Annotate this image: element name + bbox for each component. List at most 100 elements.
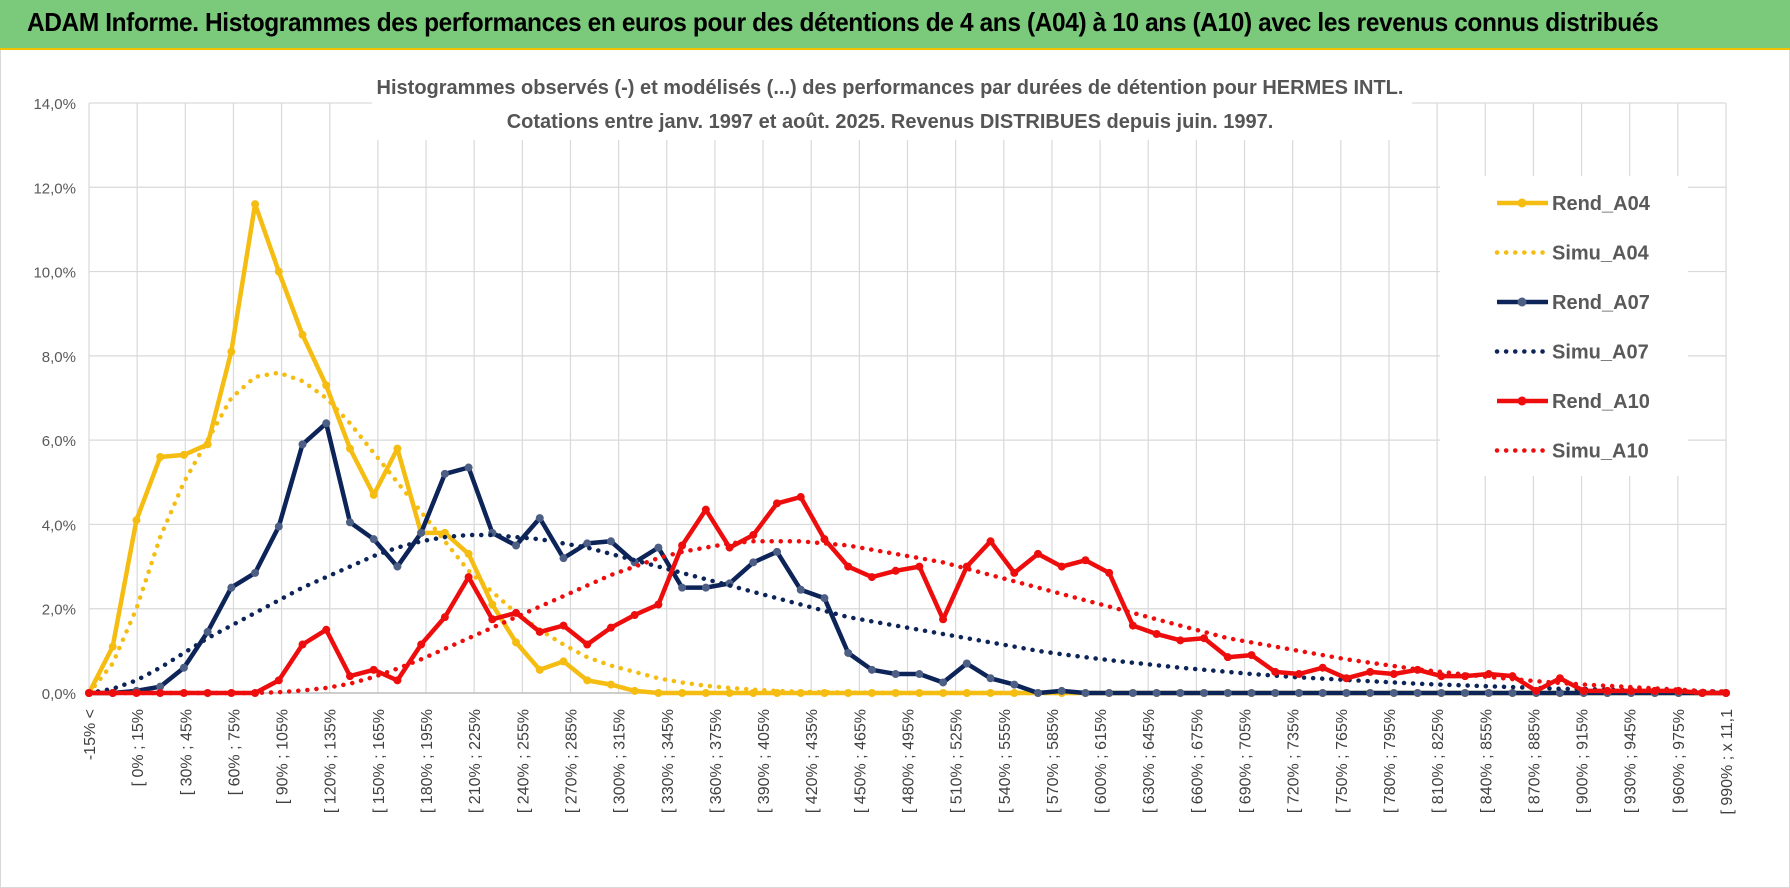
report-header: ADAM Informe. Histogrammes des performan… [0, 0, 1790, 50]
data-point-rend-a07 [156, 682, 165, 691]
data-point-rend-a10 [1271, 667, 1280, 676]
x-tick-label: [ 690% ; 705% [1238, 709, 1255, 813]
data-point-rend-a10 [1128, 621, 1137, 630]
data-point-rend-a07 [298, 440, 307, 449]
x-tick-label: [ 120% ; 135% [323, 709, 340, 813]
data-point-rend-a07 [1413, 689, 1422, 697]
data-point-rend-a07 [939, 678, 948, 687]
x-tick-label: [ 930% ; 945% [1623, 709, 1640, 813]
data-point-rend-a10 [1176, 636, 1185, 645]
data-point-rend-a04 [583, 676, 592, 685]
data-point-rend-a10 [464, 573, 473, 582]
data-point-rend-a10 [891, 566, 900, 575]
data-point-rend-a04 [345, 444, 354, 453]
data-point-rend-a04 [701, 689, 710, 697]
x-tick-label: [ 720% ; 735% [1286, 709, 1303, 813]
data-point-rend-a07 [583, 539, 592, 548]
data-point-rend-a07 [203, 627, 212, 636]
data-point-rend-a07 [1366, 689, 1375, 697]
x-tick-label: [ 960% ; 975% [1671, 709, 1688, 813]
data-point-rend-a10 [369, 665, 378, 674]
data-point-rend-a10 [1294, 670, 1303, 679]
data-point-rend-a04 [298, 330, 307, 339]
y-tick-label: 10,0% [33, 265, 76, 282]
y-tick-label: 4,0% [42, 517, 76, 534]
data-point-rend-a07 [1033, 689, 1042, 697]
x-tick-label: [ 660% ; 675% [1189, 709, 1206, 813]
data-point-rend-a10 [1603, 686, 1612, 695]
legend-label-rend-a10: Rend_A10 [1552, 391, 1650, 413]
data-point-rend-a04 [1010, 689, 1019, 697]
data-point-rend-a04 [939, 689, 948, 697]
data-point-rend-a10 [701, 505, 710, 514]
data-point-rend-a10 [1081, 556, 1090, 565]
data-point-rend-a04 [891, 689, 900, 697]
data-point-rend-a10 [393, 676, 402, 685]
chart-title-line-1: Histogrammes observés (-) et modélisés (… [377, 77, 1404, 99]
data-point-rend-a07 [369, 535, 378, 544]
data-point-rend-a10 [867, 573, 876, 582]
x-tick-label: [ 240% ; 255% [515, 709, 532, 813]
chart-title-line-2: Cotations entre janv. 1997 et août. 2025… [507, 111, 1274, 133]
data-point-rend-a04 [488, 600, 497, 609]
chart-title: Histogrammes observés (-) et modélisés (… [372, 66, 1412, 140]
y-tick-label: 2,0% [42, 602, 76, 619]
data-point-rend-a10 [1223, 653, 1232, 662]
data-point-rend-a10 [1366, 667, 1375, 676]
data-point-rend-a10 [583, 640, 592, 649]
x-tick-label: [ 60% ; 75% [226, 709, 243, 795]
data-point-rend-a07 [1105, 689, 1114, 697]
data-point-rend-a07 [464, 463, 473, 472]
data-point-rend-a07 [1342, 689, 1351, 697]
legend-marker-rend-a10 [1517, 396, 1527, 406]
data-point-rend-a07 [1318, 689, 1327, 697]
data-point-rend-a04 [108, 642, 117, 651]
data-point-rend-a10 [1033, 549, 1042, 558]
data-point-rend-a10 [1722, 689, 1730, 697]
series-line-simu-a10 [86, 539, 1729, 696]
data-point-rend-a07 [1152, 689, 1161, 697]
data-point-rend-a10 [1413, 665, 1422, 674]
data-point-rend-a10 [1010, 568, 1019, 577]
axes: 0,0% 2,0% 4,0% 6,0% 8,0% 10,0% 12,0% 14,0% -15% … [33, 96, 1736, 815]
data-point-rend-a07 [559, 554, 568, 563]
data-point-rend-a04 [630, 686, 639, 695]
x-tick-label: [ 210% ; 225% [467, 709, 484, 813]
report-title: ADAM Informe. Histogrammes des performan… [27, 7, 1659, 37]
x-tick-label: [ 600% ; 615% [1093, 709, 1110, 813]
data-point-rend-a07 [1057, 686, 1066, 695]
data-point-rend-a07 [417, 528, 426, 537]
data-point-rend-a07 [251, 568, 260, 577]
data-point-rend-a10 [820, 535, 829, 544]
data-point-rend-a07 [535, 514, 544, 523]
data-point-rend-a07 [701, 583, 710, 592]
series-line-simu-a04 [86, 370, 1729, 696]
x-tick-label: [ 510% ; 525% [949, 709, 966, 813]
x-tick-label: [ 30% ; 45% [178, 709, 195, 795]
x-tick-label: [ 750% ; 765% [1334, 709, 1351, 813]
data-point-rend-a07 [274, 522, 283, 531]
data-point-rend-a10 [986, 537, 995, 546]
data-point-rend-a10 [559, 621, 568, 630]
data-point-rend-a10 [1152, 630, 1161, 638]
data-point-rend-a07 [962, 659, 971, 668]
data-point-rend-a07 [773, 547, 782, 556]
chart-title-background [372, 66, 1412, 140]
data-point-rend-a10 [274, 676, 283, 685]
data-point-rend-a07 [986, 674, 995, 683]
data-point-rend-a07 [1176, 689, 1185, 697]
data-point-rend-a10 [606, 623, 615, 632]
data-point-rend-a04 [559, 657, 568, 666]
data-point-rend-a07 [654, 543, 663, 552]
data-point-rend-a07 [678, 583, 687, 592]
data-point-rend-a07 [345, 518, 354, 527]
x-tick-label: [ 270% ; 285% [563, 709, 580, 813]
data-point-rend-a07 [227, 583, 236, 592]
data-point-rend-a07 [512, 541, 521, 550]
data-point-rend-a07 [1128, 689, 1137, 697]
data-point-rend-a10 [630, 611, 639, 620]
data-point-rend-a07 [1461, 689, 1470, 697]
data-point-rend-a04 [274, 267, 283, 276]
legend-label-simu-a04: Simu_A04 [1552, 243, 1650, 265]
data-point-rend-a04 [132, 516, 141, 525]
